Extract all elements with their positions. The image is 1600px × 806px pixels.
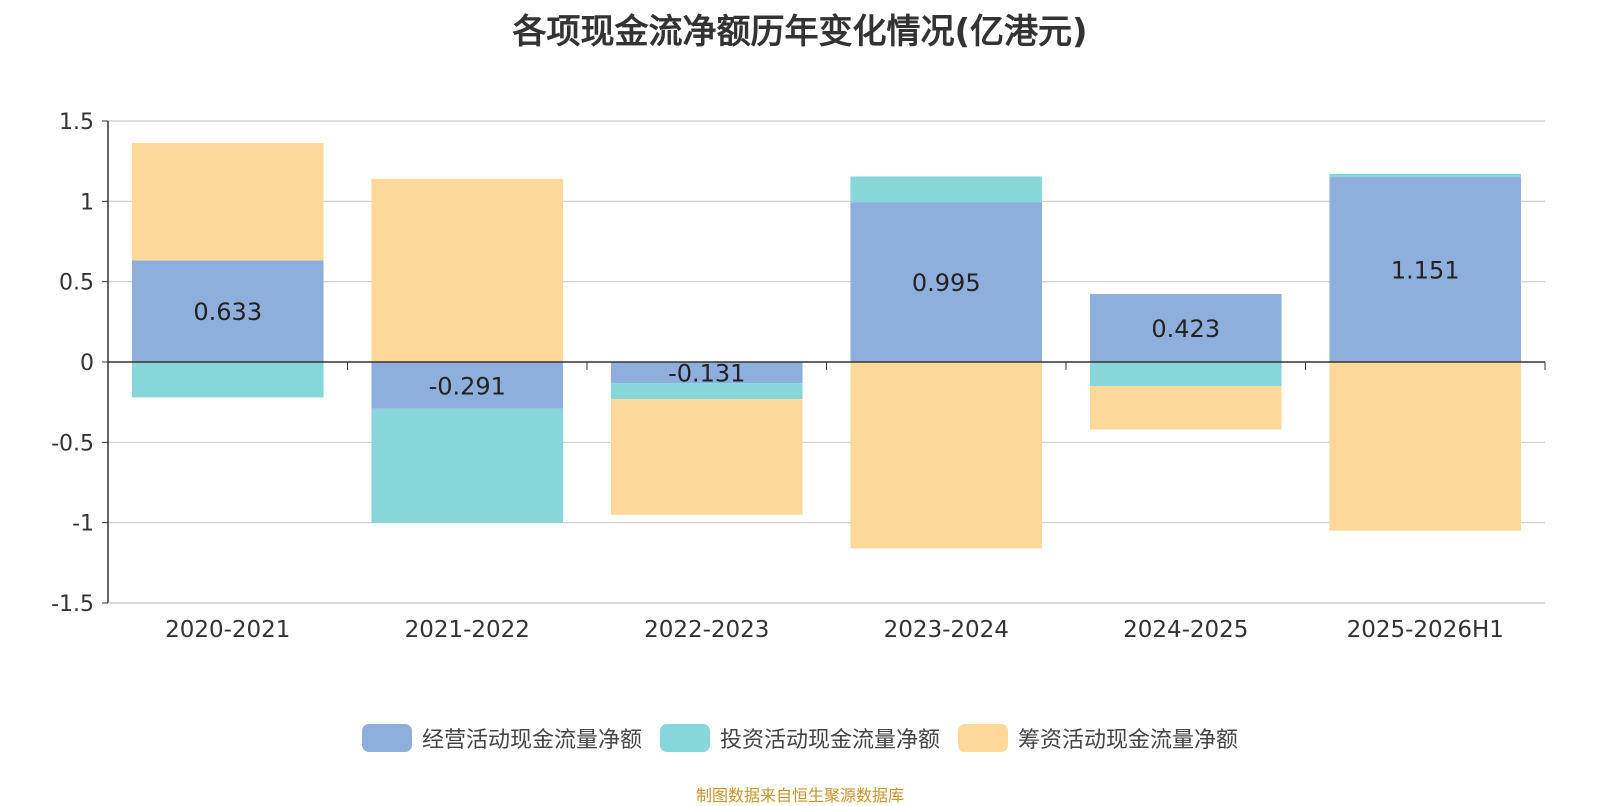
legend-swatch-investing xyxy=(659,724,710,752)
bar-financing xyxy=(610,399,803,515)
data-label-operating: -0.131 xyxy=(668,360,745,388)
x-category-label: 2023-2024 xyxy=(884,617,1009,643)
legend-item-financing[interactable]: 筹资活动现金流量净额 xyxy=(958,722,1238,754)
legend-label-operating: 经营活动现金流量净额 xyxy=(421,728,642,753)
x-category-label: 2024-2025 xyxy=(1123,617,1248,643)
data-source-note: 制图数据来自恒生聚源数据库 xyxy=(695,786,904,805)
bar-investing xyxy=(371,408,564,523)
bar-operating xyxy=(850,202,1043,362)
y-tick-label: 0 xyxy=(80,351,94,376)
legend-label-investing: 投资活动现金流量净额 xyxy=(719,728,940,753)
legend-item-investing[interactable]: 投资活动现金流量净额 xyxy=(659,722,940,754)
data-label-operating: 0.995 xyxy=(912,269,981,297)
y-tick-label: -1.5 xyxy=(51,592,94,617)
bar-investing xyxy=(610,383,803,400)
chart-title: 各项现金流净额历年变化情况(亿港元) xyxy=(512,12,1088,52)
bar-operating xyxy=(1329,177,1522,362)
bar-financing xyxy=(1089,386,1282,430)
data-label-operating: -0.291 xyxy=(429,372,506,400)
legend-label-financing: 筹资活动现金流量净额 xyxy=(1018,728,1239,753)
bar-investing xyxy=(131,362,324,398)
y-tick-label: -1 xyxy=(72,512,94,537)
bar-operating xyxy=(610,362,803,384)
x-category-label: 2020-2021 xyxy=(165,617,290,643)
bar-financing xyxy=(1329,362,1522,531)
bar-financing xyxy=(850,362,1043,549)
x-category-label: 2021-2022 xyxy=(405,617,530,643)
data-label-operating: 1.151 xyxy=(1391,257,1460,285)
x-category-label: 2025-2026H1 xyxy=(1347,617,1504,643)
legend-swatch-operating xyxy=(361,724,412,752)
data-label-operating: 0.633 xyxy=(193,298,262,326)
y-tick-label: 1 xyxy=(80,190,94,215)
bar-financing xyxy=(371,178,564,362)
legend-item-operating[interactable]: 经营活动现金流量净额 xyxy=(361,722,642,754)
bar-operating xyxy=(1089,294,1282,362)
bar-investing xyxy=(1329,173,1522,178)
y-tick-label: -0.5 xyxy=(51,431,94,456)
bar-financing xyxy=(131,143,324,261)
bar-operating xyxy=(371,362,564,409)
cashflow-stacked-bar-chart: 1.5 1 0.5 0 -0.5 -1 -1.5 0.633 -0.291 -0.131 0.995… xyxy=(51,110,1546,643)
bar-investing xyxy=(850,176,1043,203)
bar-investing xyxy=(1089,362,1282,387)
chart-legend: 经营活动现金流量净额 投资活动现金流量净额 筹资活动现金流量净额 xyxy=(0,722,1600,754)
y-tick-label: 0.5 xyxy=(59,271,94,296)
data-label-operating: 0.423 xyxy=(1151,315,1220,343)
legend-swatch-financing xyxy=(958,724,1008,752)
y-tick-label: 1.5 xyxy=(59,110,94,135)
bar-operating xyxy=(131,260,324,362)
x-category-label: 2022-2023 xyxy=(644,617,769,643)
